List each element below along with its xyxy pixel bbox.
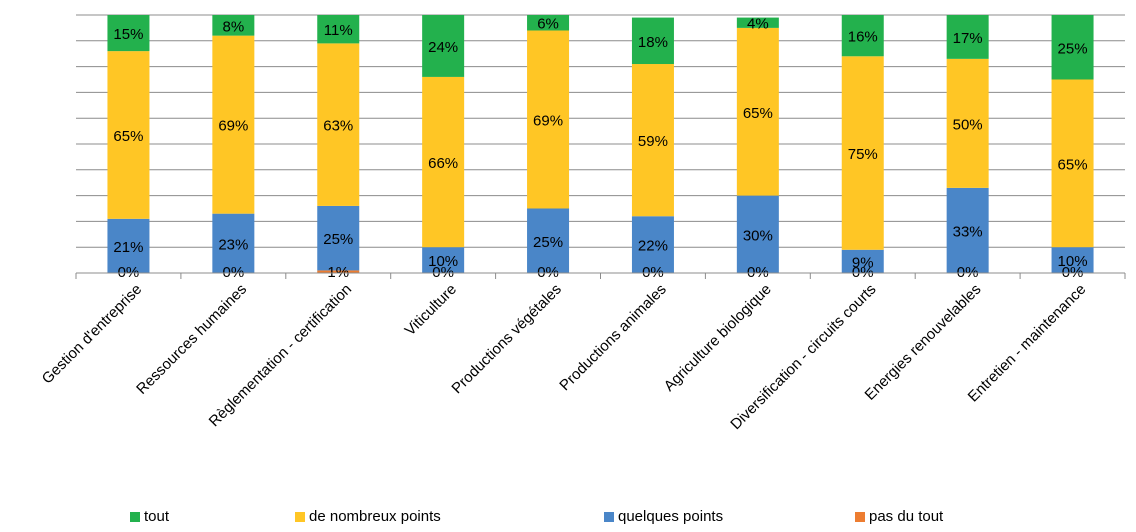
- data-label: 25%: [323, 231, 353, 248]
- bar-segment: [107, 51, 150, 219]
- data-label: 16%: [848, 29, 878, 46]
- data-label: 69%: [218, 118, 248, 135]
- x-tick-label: Agriculture biologique: [661, 281, 775, 395]
- bar-segment: [212, 35, 255, 214]
- x-tick-label: Productions animales: [556, 281, 669, 394]
- x-tick-label: Energies renouvelables: [862, 281, 985, 404]
- x-tick-label: Ressources humaines: [133, 281, 250, 398]
- data-label: 30%: [743, 227, 773, 244]
- legend-item: tout: [130, 508, 169, 525]
- bar-segment: [422, 15, 465, 77]
- bar-segment: [422, 247, 465, 273]
- data-label: 9%: [852, 254, 874, 271]
- x-tick-label: Viticulture: [402, 281, 460, 339]
- legend-swatch: [295, 511, 305, 522]
- bar-segment: [212, 15, 255, 36]
- data-label: 4%: [747, 16, 769, 33]
- legend-label: de nombreux points: [309, 508, 441, 525]
- bar-segment: [317, 270, 360, 273]
- data-label: 65%: [743, 105, 773, 122]
- bar-segment: [841, 15, 884, 57]
- bar-segment: [317, 205, 360, 271]
- bar-segment: [736, 195, 779, 273]
- data-label: 11%: [324, 22, 353, 39]
- data-label: 59%: [638, 133, 668, 150]
- x-tick-label: Gestion d'entreprise: [39, 281, 146, 388]
- data-label: 23%: [218, 236, 248, 253]
- bar-segment: [527, 30, 570, 209]
- data-label: 75%: [848, 146, 878, 163]
- data-label: 8%: [223, 18, 245, 35]
- bar-segment: [736, 27, 779, 196]
- data-label: 65%: [1058, 156, 1088, 173]
- data-label: 25%: [533, 234, 563, 251]
- legend-item: quelques points: [604, 508, 723, 525]
- bar-segment: [841, 249, 884, 273]
- bar-segment: [631, 216, 674, 273]
- bar-segment: [1051, 15, 1094, 80]
- bar-segment: [317, 15, 360, 44]
- bar-segment: [1051, 247, 1094, 273]
- legend-item: de nombreux points: [295, 508, 441, 525]
- data-label: 6%: [537, 16, 559, 33]
- data-label: 10%: [428, 253, 458, 270]
- data-label: 24%: [428, 39, 458, 56]
- data-label: 15%: [113, 26, 143, 43]
- data-label: 18%: [638, 34, 668, 51]
- bar-segment: [107, 15, 150, 52]
- bar-segment: [736, 17, 779, 28]
- data-label: 25%: [1058, 40, 1088, 57]
- x-tick-label: Productions végétales: [448, 281, 564, 397]
- legend-swatch: [604, 511, 614, 522]
- bar-segment: [317, 43, 360, 206]
- data-label: 69%: [533, 112, 563, 129]
- data-label: 50%: [953, 116, 983, 133]
- legend-item: pas du tout: [855, 508, 943, 525]
- bar-segment: [841, 56, 884, 250]
- data-label: 10%: [1058, 253, 1088, 270]
- legend-swatch: [855, 511, 865, 522]
- bar-segment: [422, 76, 465, 248]
- x-tick-label: Entretien - maintenance: [965, 281, 1090, 406]
- bar-segment: [527, 208, 570, 273]
- bar-segment: [631, 17, 674, 65]
- legend-label: quelques points: [618, 508, 724, 525]
- data-label: 63%: [323, 118, 353, 135]
- data-label: 66%: [428, 155, 458, 172]
- bar-segment: [946, 58, 989, 188]
- bar-segment: [631, 64, 674, 217]
- bar-segment: [527, 15, 570, 31]
- bar-segment: [946, 187, 989, 273]
- data-label: 17%: [953, 30, 983, 47]
- bar-segment: [212, 213, 255, 273]
- bar-segment: [107, 218, 150, 273]
- chart-canvas: 0%21%65%15%0%23%69%8%1%25%63%11%0%10%66%…: [39, 14, 1126, 433]
- data-label: 22%: [638, 238, 668, 255]
- legend-label: pas du tout: [869, 508, 944, 525]
- legend-swatch: [130, 511, 140, 522]
- data-label: 33%: [953, 223, 983, 240]
- data-label: 21%: [113, 239, 143, 256]
- bar-segment: [946, 15, 989, 59]
- bar-segment: [1051, 79, 1094, 248]
- legend-label: tout: [144, 508, 170, 525]
- chart-legend: tout de nombreux points quelques points pas…: [0, 508, 1136, 528]
- data-label: 65%: [113, 128, 143, 145]
